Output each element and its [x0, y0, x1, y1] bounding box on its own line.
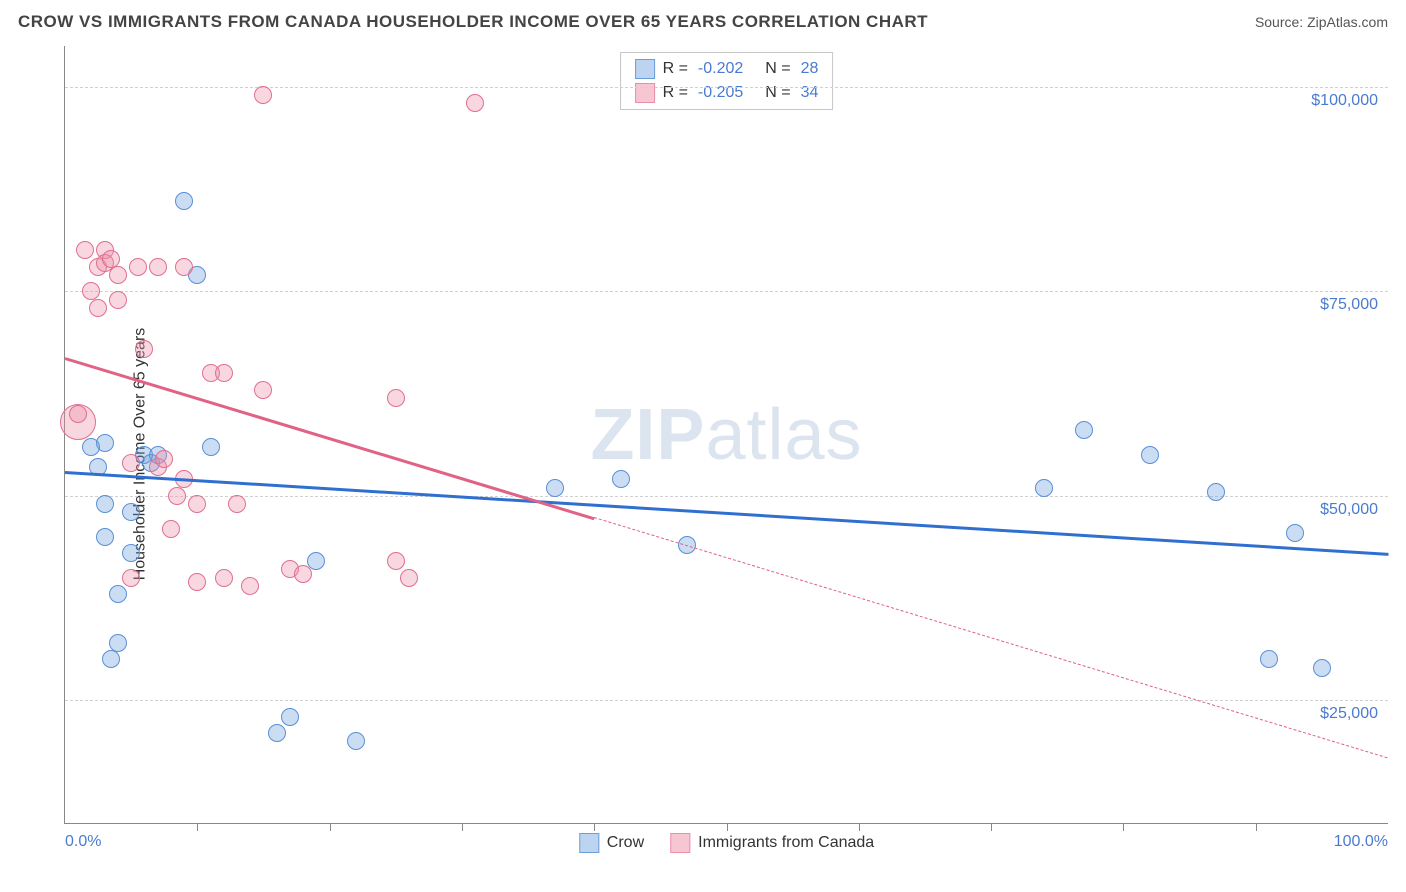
data-point	[76, 241, 94, 259]
data-point	[241, 577, 259, 595]
legend-swatch	[670, 833, 690, 853]
chart-container: Householder Income Over 65 years ZIPatla…	[18, 46, 1388, 862]
trend-line	[65, 471, 1388, 556]
data-point	[129, 258, 147, 276]
data-point	[109, 585, 127, 603]
data-point	[387, 389, 405, 407]
x-tick	[859, 823, 860, 831]
data-point	[122, 569, 140, 587]
data-point	[1313, 659, 1331, 677]
x-tick	[991, 823, 992, 831]
x-tick	[594, 823, 595, 831]
r-value: -0.205	[698, 81, 743, 105]
watermark: ZIPatlas	[590, 394, 862, 476]
data-point	[1075, 421, 1093, 439]
data-point	[188, 573, 206, 591]
data-point	[175, 192, 193, 210]
source-label: Source: ZipAtlas.com	[1255, 14, 1388, 30]
data-point	[82, 282, 100, 300]
data-point	[1260, 650, 1278, 668]
x-tick	[1256, 823, 1257, 831]
data-point	[168, 487, 186, 505]
data-point	[546, 479, 564, 497]
y-tick-label: $100,000	[1311, 92, 1378, 110]
data-point	[387, 552, 405, 570]
data-point	[466, 94, 484, 112]
data-point	[215, 569, 233, 587]
legend-label: Immigrants from Canada	[698, 834, 874, 852]
legend-label: Crow	[607, 834, 644, 852]
correlation-legend: R = -0.202 N = 28 R = -0.205 N = 34	[620, 52, 834, 110]
trend-line	[594, 517, 1388, 758]
n-value: 34	[801, 81, 819, 105]
data-point	[294, 565, 312, 583]
data-point	[1141, 446, 1159, 464]
gridline	[65, 496, 1388, 497]
n-value: 28	[801, 57, 819, 81]
legend-item: Crow	[579, 833, 644, 853]
r-label: R =	[663, 81, 688, 105]
data-point	[109, 634, 127, 652]
r-label: R =	[663, 57, 688, 81]
x-tick	[1123, 823, 1124, 831]
data-point	[254, 86, 272, 104]
n-label: N =	[765, 81, 790, 105]
chart-title: CROW VS IMMIGRANTS FROM CANADA HOUSEHOLD…	[18, 12, 928, 32]
gridline	[65, 700, 1388, 701]
data-point	[69, 405, 87, 423]
data-point	[215, 364, 233, 382]
data-point	[102, 650, 120, 668]
data-point	[612, 470, 630, 488]
n-label: N =	[765, 57, 790, 81]
x-tick	[727, 823, 728, 831]
y-tick-label: $75,000	[1320, 296, 1378, 314]
data-point	[347, 732, 365, 750]
legend-swatch	[635, 59, 655, 79]
legend-swatch	[579, 833, 599, 853]
data-point	[1035, 479, 1053, 497]
x-axis-max-label: 100.0%	[1334, 833, 1388, 851]
data-point	[281, 708, 299, 726]
y-tick-label: $50,000	[1320, 501, 1378, 519]
data-point	[122, 503, 140, 521]
data-point	[1286, 524, 1304, 542]
data-point	[155, 450, 173, 468]
data-point	[109, 266, 127, 284]
plot-area: ZIPatlas R = -0.202 N = 28 R = -0.205 N = 3…	[64, 46, 1388, 824]
x-tick	[330, 823, 331, 831]
y-tick-label: $25,000	[1320, 705, 1378, 723]
data-point	[175, 258, 193, 276]
data-point	[202, 438, 220, 456]
data-point	[135, 340, 153, 358]
data-point	[122, 544, 140, 562]
gridline	[65, 291, 1388, 292]
data-point	[400, 569, 418, 587]
legend-row: R = -0.202 N = 28	[635, 57, 819, 81]
data-point	[96, 434, 114, 452]
data-point	[89, 299, 107, 317]
legend-row: R = -0.205 N = 34	[635, 81, 819, 105]
data-point	[149, 258, 167, 276]
data-point	[1207, 483, 1225, 501]
data-point	[254, 381, 272, 399]
series-legend: Crow Immigrants from Canada	[579, 833, 874, 853]
data-point	[96, 495, 114, 513]
r-value: -0.202	[698, 57, 743, 81]
data-point	[188, 495, 206, 513]
data-point	[96, 528, 114, 546]
x-axis-min-label: 0.0%	[65, 833, 101, 851]
x-tick	[462, 823, 463, 831]
data-point	[102, 250, 120, 268]
data-point	[162, 520, 180, 538]
x-tick	[197, 823, 198, 831]
data-point	[109, 291, 127, 309]
data-point	[228, 495, 246, 513]
legend-item: Immigrants from Canada	[670, 833, 874, 853]
data-point	[122, 454, 140, 472]
data-point	[268, 724, 286, 742]
